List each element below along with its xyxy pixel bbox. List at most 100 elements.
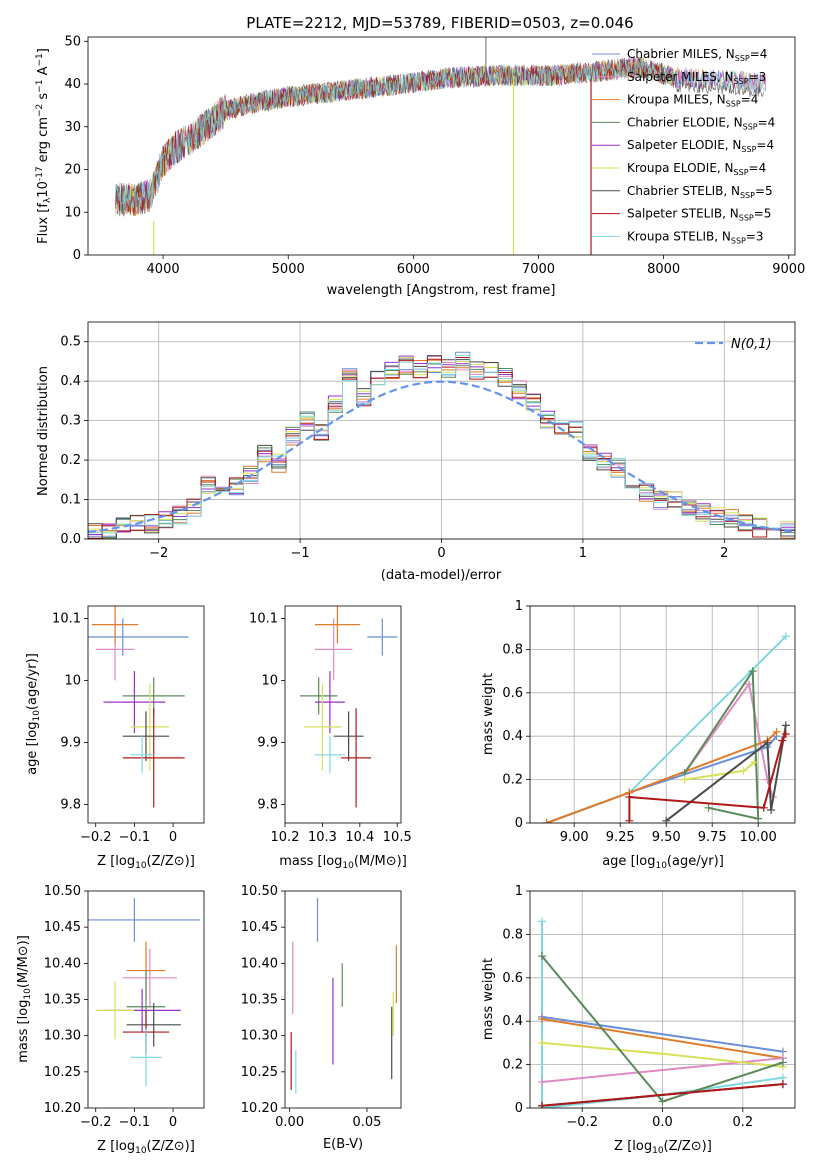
x-tick-label: 8000	[647, 262, 680, 277]
x-tick-label: 9.00	[560, 830, 589, 845]
weight-marker	[759, 803, 768, 812]
axes-frame	[529, 890, 796, 1109]
y-tick-label: 10	[261, 673, 278, 688]
weight-marker	[750, 758, 759, 767]
plot-area	[299, 606, 398, 808]
plot-area	[88, 898, 201, 1087]
weight-marker	[778, 1058, 787, 1067]
x-tick-label: 7000	[522, 262, 555, 277]
y-tick-label: 0	[73, 248, 81, 263]
weight-marker	[744, 680, 753, 689]
y-tick-label: 9.8	[60, 797, 81, 812]
plot-area	[538, 917, 787, 1108]
x-tick-label: 10.00	[740, 830, 777, 845]
y-tick-label: 30	[64, 120, 81, 135]
axes-frame	[529, 605, 796, 824]
x-tick-label: −0.2	[80, 830, 112, 845]
weight-marker	[662, 816, 671, 823]
axes-frame	[87, 605, 205, 824]
y-axis-label: age [log10(age/yr)]	[25, 653, 42, 775]
weight-line	[541, 1083, 784, 1107]
y-axis-label: mass weight	[481, 958, 496, 1040]
plot-area	[88, 351, 795, 539]
legend-label: Salpeter STELIB, NSSP=5	[627, 207, 771, 223]
y-tick-label: 0.1	[60, 493, 81, 508]
y-tick-label: 10	[64, 673, 81, 688]
y-tick-label: 0.2	[60, 453, 81, 468]
x-axis-label: wavelength [Angstrom, rest frame]	[327, 283, 556, 298]
x-tick-label: 1	[579, 546, 587, 561]
weight-marker	[538, 952, 547, 961]
spectrum-line	[115, 58, 766, 216]
weight-marker	[538, 1077, 547, 1086]
axes-frame	[284, 890, 402, 1109]
y-tick-label: 10.40	[241, 956, 278, 971]
y-tick-label: 0.8	[502, 642, 523, 657]
y-tick-label: 20	[64, 163, 81, 178]
x-tick-label: 9.25	[606, 830, 635, 845]
x-tick-label: 0.05	[352, 1115, 381, 1130]
x-axis-label: (data-model)/error	[381, 568, 502, 583]
y-tick-label: 10.35	[44, 993, 81, 1008]
legend-label: Chabrier MILES, NSSP=4	[627, 47, 767, 63]
weight-marker	[781, 721, 790, 730]
weight-marker	[538, 1101, 547, 1108]
panel-3: −0.2 −0.1 0 9.8 9.9 10 10.1	[52, 605, 205, 845]
x-tick-label: 10.3	[308, 830, 337, 845]
y-tick-label: 0.6	[502, 971, 523, 986]
plot-area	[290, 898, 397, 1094]
y-tick-label: 0.4	[60, 374, 81, 389]
y-tick-label: 10.30	[44, 1029, 81, 1044]
x-tick-label: 4000	[147, 262, 180, 277]
y-tick-label: 10.25	[44, 1065, 81, 1080]
legend-label: Salpeter MILES, NSSP=3	[627, 70, 766, 86]
x-tick-label: 6000	[397, 262, 430, 277]
x-axis-label: Z [log10(Z/Z⊙)]	[97, 1139, 195, 1156]
x-axis-label: age [log10(age/yr)]	[602, 854, 724, 871]
y-tick-label: 10.50	[241, 884, 278, 899]
weight-line	[683, 667, 760, 820]
legend-label: N(0,1)	[731, 337, 772, 352]
weight-line	[541, 1015, 784, 1053]
y-tick-label: 50	[64, 34, 81, 49]
y-tick-label: 0.6	[502, 686, 523, 701]
y-tick-label: 9.8	[257, 797, 278, 812]
legend-label: Kroupa ELODIE, NSSP=4	[627, 161, 766, 177]
weight-line	[665, 725, 787, 822]
y-tick-label: 0.8	[502, 927, 523, 942]
x-tick-label: 10.4	[345, 830, 374, 845]
axes-frame	[284, 605, 402, 824]
weight-marker	[538, 1015, 547, 1024]
x-tick-label: 2	[720, 546, 728, 561]
legend-label: Kroupa MILES, NSSP=4	[627, 93, 758, 109]
weight-marker	[781, 730, 790, 739]
x-tick-label: 0.0	[652, 1115, 673, 1130]
y-tick-label: 0.4	[502, 729, 523, 744]
panel-4: 10.2 10.3 10.4 10.5 9.8 9.9 10 10.1	[249, 605, 412, 845]
y-tick-label: 10.25	[241, 1065, 278, 1080]
histogram-step	[88, 354, 795, 539]
x-tick-label: 10.5	[383, 830, 412, 845]
panel-2: −2 −1 0 1 2 0.0 0.1 0.2 0.3 0.4 0.5	[60, 321, 796, 561]
weight-marker	[754, 814, 763, 823]
y-tick-label: 10.35	[241, 993, 278, 1008]
y-axis-label: Flux [fλ10-17 erg cm−2 s−1 A−1]	[35, 48, 53, 244]
weight-marker	[542, 819, 551, 823]
y-tick-label: 10.50	[44, 884, 81, 899]
x-tick-label: −0.2	[80, 1115, 112, 1130]
weight-marker	[763, 738, 772, 747]
y-tick-label: 1	[515, 884, 523, 899]
weight-marker	[538, 1038, 547, 1047]
x-tick-label: 10.2	[271, 830, 300, 845]
y-tick-label: 10	[64, 205, 81, 220]
y-tick-label: 10.40	[44, 956, 81, 971]
y-tick-label: 9.9	[257, 735, 278, 750]
weight-line	[541, 1018, 784, 1060]
panel-5: 9.00 9.25 9.50 9.75 10.00 0 0.2 0.4 0.6 0.8 1	[502, 599, 796, 845]
weight-line	[546, 731, 778, 823]
legend-label: Chabrier ELODIE, NSSP=4	[627, 115, 775, 131]
y-tick-label: 0	[515, 1101, 523, 1116]
plot-area	[542, 632, 790, 823]
y-tick-label: 0.3	[60, 414, 81, 429]
y-tick-label: 0.4	[502, 1014, 523, 1029]
